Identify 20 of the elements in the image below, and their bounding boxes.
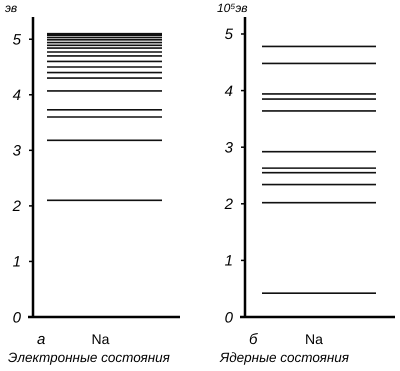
- y-tick-label: 3: [12, 142, 22, 160]
- text: а: [37, 331, 46, 348]
- y-tick-label: 4: [12, 87, 21, 104]
- y-tick-label: 1: [224, 252, 233, 270]
- x-axis-title: Na: [305, 331, 324, 347]
- x-axis-title: Na: [92, 331, 110, 347]
- y-tick-label: 5: [12, 31, 22, 48]
- text: Электронные состояния: [8, 350, 170, 365]
- text: б: [249, 331, 258, 348]
- y-tick-label: 5: [224, 26, 234, 44]
- y-tick-label: 3: [224, 139, 234, 156]
- text: Ядерные состояния: [219, 350, 349, 365]
- y-tick-label: 2: [12, 198, 22, 216]
- y-tick-label: 4: [224, 82, 233, 100]
- y-axis-title: эв: [5, 1, 18, 15]
- y-axis-title: 10⁵эв: [217, 1, 248, 15]
- y-tick-label: 1: [12, 254, 21, 271]
- y-tick-label: 0: [224, 309, 234, 326]
- y-tick-label: 0: [12, 309, 22, 326]
- y-tick-label: 2: [224, 196, 234, 214]
